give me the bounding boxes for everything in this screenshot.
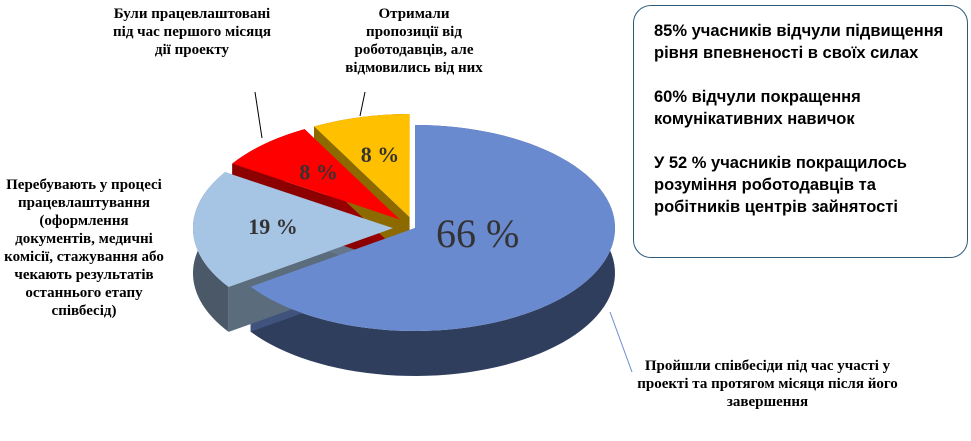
value-label: 8 % (299, 159, 338, 184)
leader-lines (254, 91, 633, 373)
annotation: 60% відчули покращення комунікативних на… (654, 88, 861, 128)
category-label: Отримали пропозиції від роботодавців, ал… (345, 6, 483, 76)
leader-line (254, 91, 263, 139)
annotation: У 52 % учасників покращилось розуміння р… (654, 154, 907, 216)
slice (232, 129, 401, 220)
category-label: Пройшли співбесіди під час участі у прое… (637, 358, 898, 410)
value-label: 8 % (361, 142, 400, 167)
category-label: Перебувають у процесі працевлаштування (… (4, 177, 164, 319)
category-label: Були працевлаштовані під час першого міс… (113, 6, 271, 58)
slice (250, 125, 615, 331)
value-label: 19 % (248, 214, 298, 239)
annotation-box: 85% учасників відчули підвищення рівня в… (633, 5, 968, 258)
annotation: 85% учасників відчули підвищення рівня в… (654, 22, 944, 62)
slice (314, 114, 410, 218)
pie-tops (193, 114, 615, 331)
value-label: 66 % (436, 211, 519, 256)
slice-side (250, 125, 615, 376)
slice (193, 172, 394, 287)
leader-line (359, 91, 366, 117)
leader-line (609, 311, 633, 373)
